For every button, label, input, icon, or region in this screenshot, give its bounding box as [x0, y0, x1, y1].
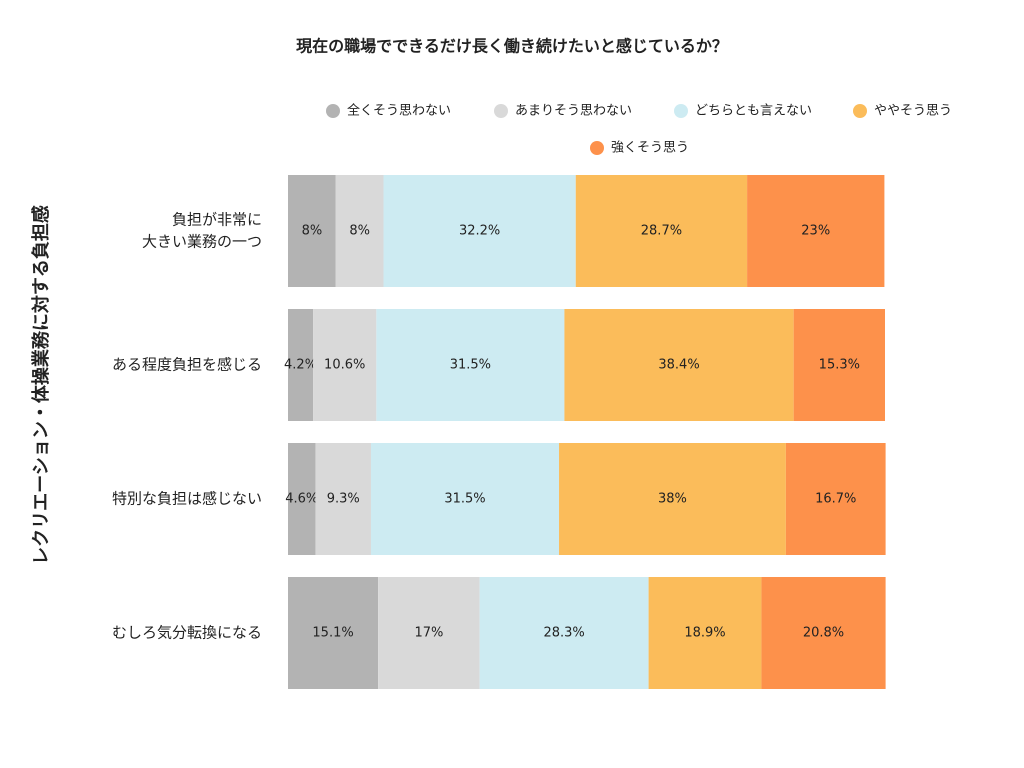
bar-segment	[376, 309, 565, 421]
bar-segment	[370, 443, 560, 555]
value-label: 4.2%	[284, 358, 317, 373]
value-label: 31.5%	[450, 358, 491, 373]
bar-segment	[747, 175, 885, 287]
value-label: 38%	[658, 492, 687, 507]
bar-segment	[315, 443, 371, 555]
legend-label: 全くそう思わない	[347, 103, 451, 119]
bar-segment	[383, 175, 576, 287]
bar-segment	[288, 175, 336, 287]
legend-label: あまりそう思わない	[515, 104, 632, 119]
bar-segment	[288, 309, 314, 421]
bar-segment	[785, 443, 886, 555]
value-label: 15.3%	[819, 358, 860, 373]
bar-segment	[564, 309, 794, 421]
legend-marker	[494, 104, 508, 118]
legend-marker	[326, 104, 340, 118]
value-label: 20.8%	[803, 626, 844, 641]
bar-segment	[761, 577, 886, 689]
value-label: 9.3%	[327, 492, 360, 507]
value-label: 8%	[302, 224, 323, 239]
value-label: 4.6%	[285, 492, 318, 507]
value-label: 8%	[349, 224, 370, 239]
bar-segment	[793, 309, 885, 421]
y-axis-label: レクリエーション・体操業務に対する負担感	[30, 205, 52, 565]
legend-marker	[853, 104, 867, 118]
bar-segment	[648, 577, 762, 689]
legend-marker	[674, 104, 688, 118]
legend-label: 強くそう思う	[611, 141, 689, 156]
value-label: 15.1%	[312, 626, 353, 641]
value-label: 31.5%	[444, 492, 485, 507]
value-label: 17%	[414, 626, 443, 641]
y-tick-label: ある程度負担を感じる	[112, 356, 262, 374]
legend-marker	[590, 141, 604, 155]
value-label: 28.3%	[543, 626, 584, 641]
value-label: 32.2%	[459, 224, 500, 239]
value-label: 16.7%	[815, 492, 856, 507]
bar-segment	[313, 309, 377, 421]
value-label: 18.9%	[684, 626, 725, 641]
chart-title: 現在の職場でできるだけ長く働き続けたいと感じているか？	[296, 37, 728, 56]
legend-label: どちらとも言えない	[695, 104, 812, 119]
bar-segment	[575, 175, 748, 287]
y-tick-label: 負担が非常に	[172, 211, 262, 229]
value-label: 23%	[801, 224, 830, 239]
value-label: 28.7%	[641, 224, 682, 239]
bar-segment	[288, 443, 316, 555]
legend-label: ややそう思う	[874, 104, 952, 119]
bar-segment	[335, 175, 384, 287]
bar-segment	[559, 443, 786, 555]
bar-segment	[479, 577, 649, 689]
bar-segment	[378, 577, 480, 689]
bar-segment	[288, 577, 379, 689]
y-tick-label: むしろ気分転換になる	[112, 624, 262, 642]
y-tick-label: 特別な負担は感じない	[112, 490, 262, 508]
value-label: 38.4%	[658, 358, 699, 373]
y-tick-label: 大きい業務の一つ	[142, 233, 262, 251]
value-label: 10.6%	[324, 358, 365, 373]
